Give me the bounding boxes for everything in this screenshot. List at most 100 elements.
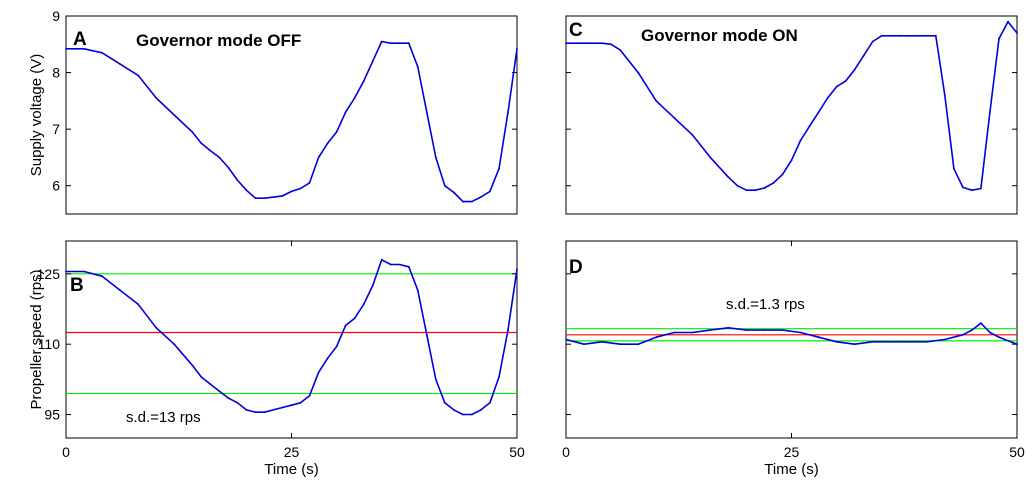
data-point xyxy=(898,34,901,37)
data-point xyxy=(889,340,892,343)
data-point xyxy=(565,338,567,341)
data-point xyxy=(516,47,518,50)
data-point xyxy=(209,149,212,152)
data-point xyxy=(817,336,820,339)
data-point xyxy=(880,34,883,37)
data-point xyxy=(480,409,482,411)
data-point xyxy=(317,371,320,374)
data-point xyxy=(254,411,257,414)
data-point xyxy=(83,47,85,50)
data-point xyxy=(425,333,428,336)
data-point xyxy=(137,74,140,77)
data-point xyxy=(209,383,212,385)
data-point xyxy=(799,331,802,334)
data-point xyxy=(281,406,284,409)
data-point xyxy=(844,80,847,82)
data-point xyxy=(943,94,946,97)
annotation-sd: s.d.=1.3 rps xyxy=(726,296,805,313)
data-point xyxy=(155,326,158,329)
panel-label: A xyxy=(73,29,87,50)
data-point xyxy=(83,270,85,273)
data-point xyxy=(254,197,257,200)
data-point xyxy=(727,326,730,329)
data-point xyxy=(443,401,446,404)
data-point xyxy=(119,289,121,292)
y-tick-label: 8 xyxy=(52,65,60,81)
data-point xyxy=(925,340,928,343)
data-point xyxy=(416,289,419,292)
y-axis-label: Supply voltage (V) xyxy=(28,54,45,177)
data-point xyxy=(245,189,248,192)
data-point xyxy=(934,34,937,37)
data-point xyxy=(826,97,829,99)
data-point xyxy=(344,111,347,114)
data-point xyxy=(610,43,612,46)
data-point xyxy=(583,343,585,346)
data-point xyxy=(709,156,712,159)
data-point xyxy=(263,197,266,200)
data-point xyxy=(407,42,410,45)
data-point xyxy=(462,413,464,416)
x-tick-label: 0 xyxy=(62,444,70,460)
data-point xyxy=(763,187,766,189)
data-point xyxy=(691,133,694,136)
data-point xyxy=(1016,32,1018,34)
panel-label: D xyxy=(569,257,583,278)
data-point xyxy=(263,411,266,414)
data-point xyxy=(808,125,811,128)
data-point xyxy=(619,49,621,51)
data-point xyxy=(583,42,585,45)
data-point xyxy=(516,268,518,270)
data-point xyxy=(655,336,658,339)
data-point xyxy=(65,270,67,273)
x-tick-label: 25 xyxy=(284,444,300,460)
data-point xyxy=(736,184,739,187)
data-point xyxy=(371,60,374,63)
panel-b: 95 110 125 0 25 50 Time (s) Propeller speed (rp… xyxy=(28,240,525,478)
data-point xyxy=(601,42,603,45)
data-point xyxy=(191,364,194,367)
data-point xyxy=(489,401,491,404)
data-point xyxy=(998,37,1000,40)
y-tick-label: 125 xyxy=(37,266,61,282)
data-point xyxy=(173,114,176,116)
data-point xyxy=(218,156,221,159)
data-point xyxy=(745,329,748,331)
data-point xyxy=(200,142,203,145)
data-point xyxy=(916,34,919,37)
data-point xyxy=(227,166,230,169)
plot-frame xyxy=(565,240,1018,439)
data-point xyxy=(1007,20,1009,23)
data-point xyxy=(434,156,437,159)
data-point xyxy=(308,182,311,184)
y-tick-label: 6 xyxy=(52,178,60,194)
data-point xyxy=(507,111,509,114)
data-point xyxy=(980,322,982,324)
data-point xyxy=(398,263,401,266)
x-tick-label: 0 xyxy=(562,444,570,460)
data-point xyxy=(462,200,464,203)
data-point xyxy=(907,34,910,37)
data-point xyxy=(326,357,329,360)
data-point xyxy=(980,187,982,190)
data-point xyxy=(326,142,329,145)
panel-title: Governor mode OFF xyxy=(136,31,301,50)
data-point xyxy=(998,336,1000,339)
data-point xyxy=(371,284,374,287)
panel-c: C Governor mode ON xyxy=(565,15,1018,215)
data-point xyxy=(498,376,500,378)
data-point xyxy=(299,187,302,190)
panel-d: 0 25 50 Time (s) Ds.d.=1.3 rps xyxy=(562,240,1025,478)
data-point xyxy=(227,397,230,399)
data-point xyxy=(601,340,603,343)
data-point xyxy=(790,159,793,162)
panel-label: B xyxy=(70,275,84,296)
plot-frame xyxy=(565,15,1018,215)
data-point xyxy=(655,100,658,102)
data-point xyxy=(565,42,567,45)
data-point xyxy=(727,176,730,179)
data-point xyxy=(835,85,838,88)
data-point xyxy=(853,68,856,71)
data-point xyxy=(245,409,248,411)
panel-label: C xyxy=(569,20,583,41)
